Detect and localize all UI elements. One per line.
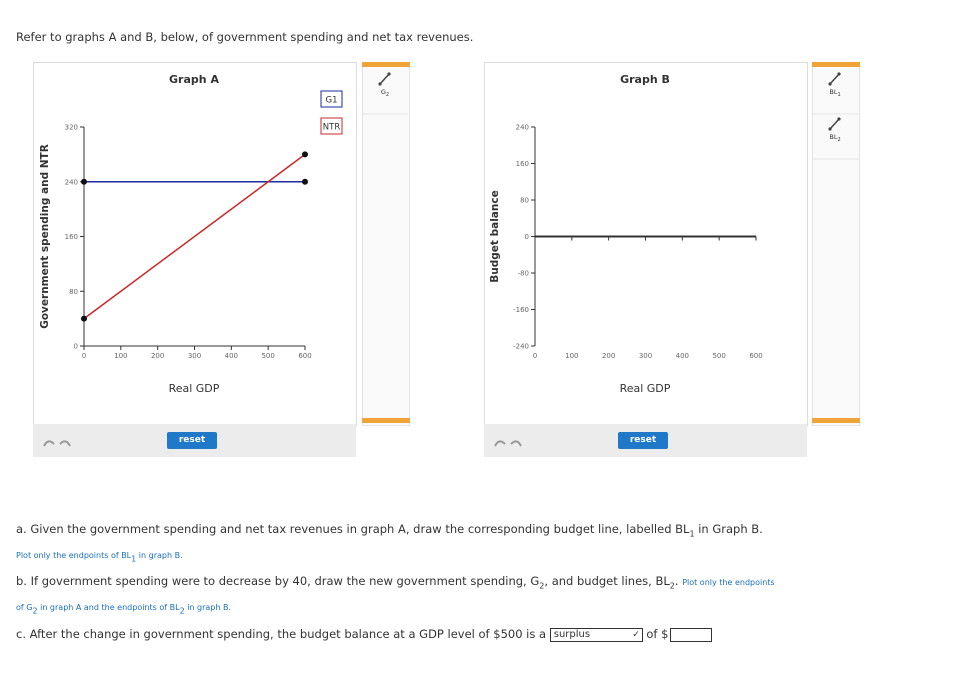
y-tick-label: 240 bbox=[65, 178, 78, 186]
y-tick-label: 320 bbox=[65, 124, 78, 132]
x-tick-label: 500 bbox=[712, 352, 725, 360]
toolbar-strip bbox=[362, 62, 410, 67]
legend-box bbox=[320, 117, 343, 135]
graph-title: Graph B bbox=[620, 73, 670, 86]
y-axis-label: Government spending and NTR bbox=[39, 144, 51, 329]
subscript: 1 bbox=[689, 529, 695, 539]
endpoint bbox=[302, 151, 308, 158]
x-tick-label: 300 bbox=[639, 352, 652, 360]
y-tick-label: 0 bbox=[525, 233, 529, 241]
x-tick-label: 200 bbox=[602, 352, 615, 360]
subscript: 2 bbox=[539, 581, 545, 591]
endpoint bbox=[81, 178, 87, 185]
tool-icon bbox=[378, 82, 382, 86]
instruction: Refer to graphs A and B, below, of gover… bbox=[16, 30, 474, 44]
subscript: 2 bbox=[669, 581, 675, 591]
tool-label-text: BL bbox=[829, 88, 837, 96]
toolbar-strip bbox=[812, 418, 860, 423]
reset-button[interactable]: reset bbox=[167, 432, 217, 449]
hint-subscript: 2 bbox=[32, 606, 38, 616]
tool-icon bbox=[387, 72, 391, 76]
tool-label-sub: 1 bbox=[837, 92, 840, 98]
legend-label: NTR bbox=[323, 123, 341, 133]
x-tick-label: 500 bbox=[261, 352, 274, 360]
graph-panel bbox=[33, 62, 357, 426]
toolbar-strip bbox=[362, 418, 410, 423]
tool-label: BL2 bbox=[829, 133, 840, 143]
question: a. Given the government spending and net… bbox=[16, 519, 776, 570]
tool-icon bbox=[829, 118, 840, 130]
legend-box bbox=[320, 90, 343, 108]
question-text: , and budget lines, BL bbox=[544, 574, 670, 588]
x-tick-label: 300 bbox=[188, 352, 201, 360]
hint-text: Plot only the endpoints of G bbox=[16, 578, 775, 613]
y-tick-label: 0 bbox=[74, 343, 78, 351]
endpoint bbox=[81, 315, 87, 322]
undo-redo bbox=[43, 440, 522, 447]
question-text: . bbox=[674, 574, 683, 588]
x-tick-label: 400 bbox=[676, 352, 689, 360]
answer-dropdown[interactable]: surplus ✓ bbox=[549, 627, 643, 642]
toolbar bbox=[362, 62, 410, 426]
tool-icon bbox=[837, 72, 841, 76]
x-tick-label: 600 bbox=[749, 352, 762, 360]
question: c. After the change in government spendi… bbox=[16, 624, 776, 645]
x-tick-label: 100 bbox=[114, 352, 127, 360]
endpoint bbox=[302, 178, 308, 185]
graph-panel bbox=[484, 62, 808, 426]
tool-label-text: G bbox=[381, 88, 386, 96]
hint-subscript: 1 bbox=[131, 554, 137, 564]
hint-text: in graph A and the endpoints of BL bbox=[37, 603, 180, 613]
tool-icon bbox=[829, 73, 840, 85]
graph-title: Graph A bbox=[169, 73, 219, 86]
y-tick-label: 240 bbox=[516, 124, 529, 132]
y-axis-label: Budget balance bbox=[489, 190, 501, 282]
x-axis-label: Real GDP bbox=[169, 382, 220, 395]
y-tick-label: -160 bbox=[513, 306, 529, 314]
series-line bbox=[83, 153, 306, 320]
y-tick-label: -240 bbox=[513, 343, 529, 351]
hint-text: in graph B. bbox=[184, 603, 232, 613]
x-axis-label: Real GDP bbox=[620, 382, 671, 395]
question-text: a. Given the government spending and net… bbox=[16, 522, 690, 536]
x-tick-label: 100 bbox=[565, 352, 578, 360]
question-text: c. After the change in government spendi… bbox=[16, 627, 550, 641]
y-tick-label: 160 bbox=[516, 160, 529, 168]
tool-icon bbox=[837, 117, 841, 121]
x-tick-label: 600 bbox=[298, 352, 311, 360]
x-tick-label: 200 bbox=[151, 352, 164, 360]
x-tick-label: 0 bbox=[82, 352, 86, 360]
x-tick-label: 400 bbox=[225, 352, 238, 360]
dropdown-arrow: ✓ bbox=[632, 629, 640, 640]
tool-label-sub: 2 bbox=[837, 137, 840, 143]
hint-subscript: 2 bbox=[179, 606, 185, 616]
y-tick-label: 80 bbox=[520, 197, 529, 205]
tool-label-sub: 2 bbox=[386, 92, 389, 98]
tool-label: BL1 bbox=[829, 88, 840, 98]
toolbar-strip bbox=[812, 62, 860, 67]
tool-label-text: BL bbox=[829, 133, 837, 141]
question-text: b. If government spending were to decrea… bbox=[16, 574, 540, 588]
legend-label: G1 bbox=[326, 96, 338, 106]
y-tick-label: 160 bbox=[65, 233, 78, 241]
question: b. If government spending were to decrea… bbox=[16, 571, 776, 622]
reset-button[interactable]: reset bbox=[618, 432, 668, 449]
x-tick-label: 0 bbox=[533, 352, 537, 360]
hint-text: in graph B. bbox=[136, 551, 183, 561]
tool-icon bbox=[379, 73, 390, 85]
tool-icon bbox=[828, 127, 832, 131]
tool-icon bbox=[828, 82, 832, 86]
question-text: in Graph B. bbox=[694, 522, 763, 536]
y-tick-label: 80 bbox=[69, 288, 78, 296]
answer-input[interactable] bbox=[670, 627, 713, 642]
tool-label: G2 bbox=[381, 88, 389, 98]
hint-text: Plot only the endpoints of BL bbox=[16, 551, 132, 561]
y-tick-label: -80 bbox=[518, 270, 529, 278]
question-text: of $ bbox=[642, 627, 669, 641]
